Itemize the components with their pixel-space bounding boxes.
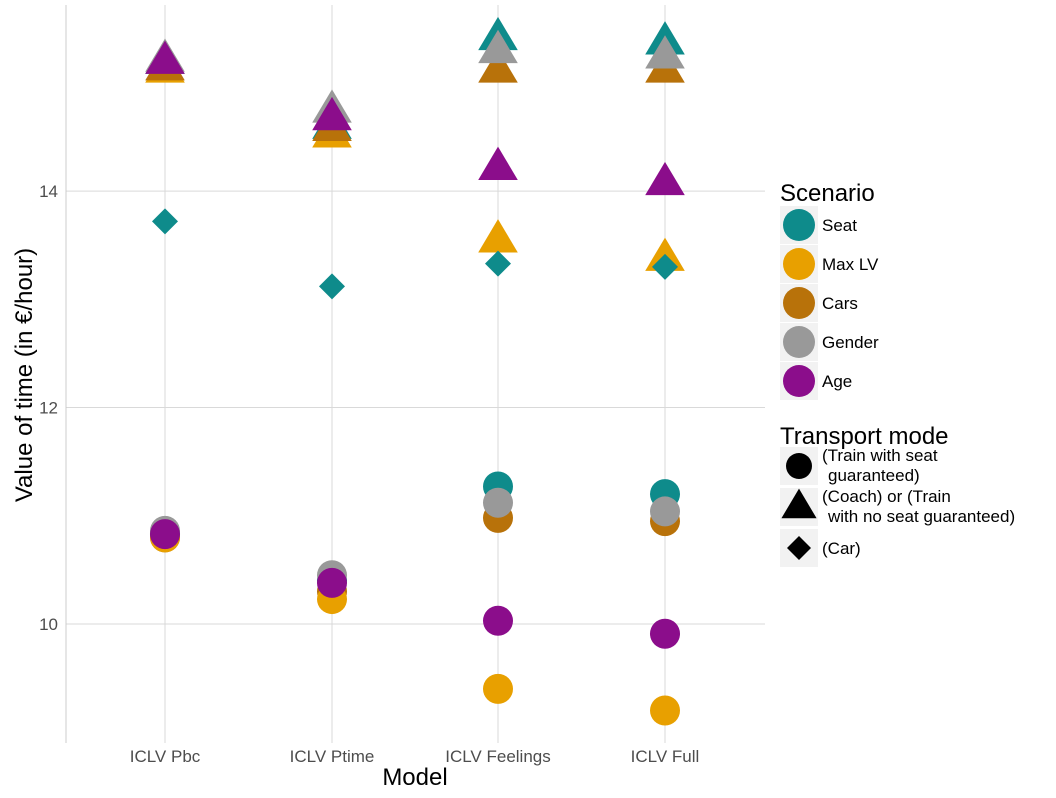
axis-layer: ICLV Pbc ICLV Ptime ICLV Feelings ICLV Full… <box>39 5 699 766</box>
legend-scenario-title: Scenario <box>780 180 875 207</box>
point-cars-triangle <box>478 49 518 83</box>
legend-label: (Car) <box>822 539 861 558</box>
y-tick-label: 10 <box>39 615 58 634</box>
point-gender-circle <box>650 496 680 527</box>
x-axis-title: Model <box>382 764 447 791</box>
point-age-triangle <box>645 161 685 196</box>
point-age-circle <box>317 567 347 598</box>
legend-label: Max LV <box>822 255 879 274</box>
point-seat-diamond <box>485 250 511 277</box>
y-axis-title: Value of time (in €/hour) <box>11 248 38 502</box>
marks-layer <box>145 16 685 726</box>
point-seat-diamond <box>152 208 178 235</box>
point-max-lv-triangle <box>478 219 518 253</box>
x-tick-label: ICLV Pbc <box>130 747 201 766</box>
legend-circle-icon <box>786 453 812 479</box>
legend-triangle-icon <box>781 488 817 519</box>
point-age-triangle <box>312 96 352 131</box>
point-seat-diamond <box>652 253 678 280</box>
x-tick-label: ICLV Ptime <box>290 747 375 766</box>
legend-label: Cars <box>822 294 858 313</box>
x-tick-label: ICLV Full <box>631 747 700 766</box>
point-age-triangle <box>478 146 518 180</box>
x-tick-label: ICLV Feelings <box>445 747 551 766</box>
legend-swatch-age <box>783 365 815 397</box>
legend-label: Gender <box>822 333 879 352</box>
point-gender-triangle <box>478 29 518 64</box>
point-age-circle <box>150 519 180 550</box>
point-max-lv-circle <box>483 673 513 704</box>
point-age-circle <box>650 618 680 649</box>
legend-label: Age <box>822 372 852 391</box>
legend-label: (Train with seat <box>822 446 938 465</box>
legend-label: guaranteed) <box>828 466 920 485</box>
point-gender-triangle <box>645 35 685 69</box>
legend-swatch-cars <box>783 287 815 319</box>
legend-swatch-gender <box>783 326 815 358</box>
point-max-lv-circle <box>650 695 680 726</box>
point-age-circle <box>483 605 513 636</box>
point-age-triangle <box>145 40 185 74</box>
y-tick-label: 12 <box>39 399 58 418</box>
legend-mode: Transport mode (Train with seatguarantee… <box>780 423 1015 567</box>
legend-diamond-icon <box>787 536 811 560</box>
y-tick-label: 14 <box>39 182 58 201</box>
legend-swatch-max-lv <box>783 248 815 280</box>
legend-scenario: Scenario Seat Max LV Cars Gender Age <box>780 180 879 400</box>
legend-label: with no seat guaranteed) <box>827 507 1015 526</box>
legend-mode-title: Transport mode <box>780 423 949 450</box>
point-seat-diamond <box>319 273 345 300</box>
legend-label: Seat <box>822 216 857 235</box>
legend-label: (Coach) or (Train <box>822 487 951 506</box>
legend-swatch-seat <box>783 209 815 241</box>
point-gender-circle <box>483 487 513 518</box>
